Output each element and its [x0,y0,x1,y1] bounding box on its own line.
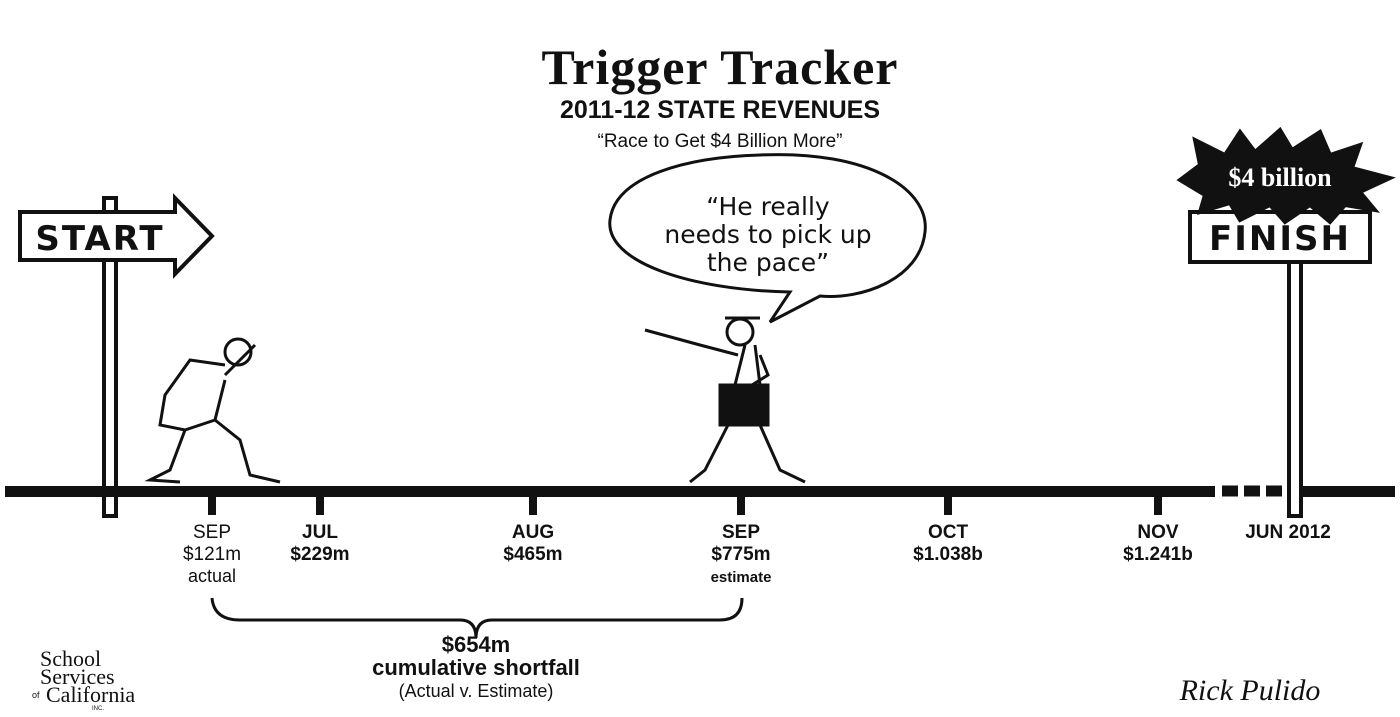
finish-sign: FINISH [1209,219,1351,259]
tired-runner [144,337,281,484]
timeline-tick [529,497,537,515]
timeline [5,486,1215,497]
tick-month: OCT [928,522,969,543]
shortfall-brace [210,597,744,639]
tick-month: AUG [512,522,554,543]
shortfall-note: (Actual v. Estimate) [399,681,554,701]
signature: Rick Pulido [1179,674,1321,707]
tick-amount: $775m [711,544,770,565]
speech-line: the pace” [707,248,829,277]
timeline-tick [316,497,324,515]
timeline-tick [737,497,745,515]
timeline-end [1300,486,1395,497]
timeline-tick [208,497,216,515]
tick-amount: $465m [503,544,562,565]
shortfall-label: cumulative shortfall [372,655,580,680]
tagline: “Race to Get $4 Billion More” [598,131,843,152]
logo-of: of [32,690,40,700]
logo-line: California [46,682,135,707]
goal-burst: $4 billion [1228,163,1332,192]
shortfall-amount: $654m [442,632,511,657]
timeline-tick [944,497,952,515]
timeline-tick [1154,497,1162,515]
subtitle: 2011-12 STATE REVENUES [560,96,880,124]
tick-month: SEP [722,522,760,543]
start-post [18,193,215,518]
tick-note: actual [188,566,236,586]
tick-amount: $121m [183,544,241,565]
logo-inc: INC. [92,706,104,712]
tick-month: SEP [193,522,231,543]
start-sign: START [35,219,164,259]
tick-month: JUL [302,522,338,543]
speech-line: needs to pick up [664,220,871,249]
tick-amount: $1.038b [913,544,983,565]
tick-note: estimate [711,569,772,586]
finish-post [1176,126,1396,518]
coach-runner [644,316,806,484]
logo-line: School [40,646,101,671]
tick-amount: $229m [290,544,349,565]
speech-line: “He really [706,192,830,221]
speech-bubble [608,153,927,324]
title: Trigger Tracker [541,39,898,95]
logo-line: Services [40,664,115,689]
tick-month: JUN 2012 [1245,522,1331,543]
tick-month: NOV [1137,522,1179,543]
tick-amount: $1.241b [1123,544,1193,565]
